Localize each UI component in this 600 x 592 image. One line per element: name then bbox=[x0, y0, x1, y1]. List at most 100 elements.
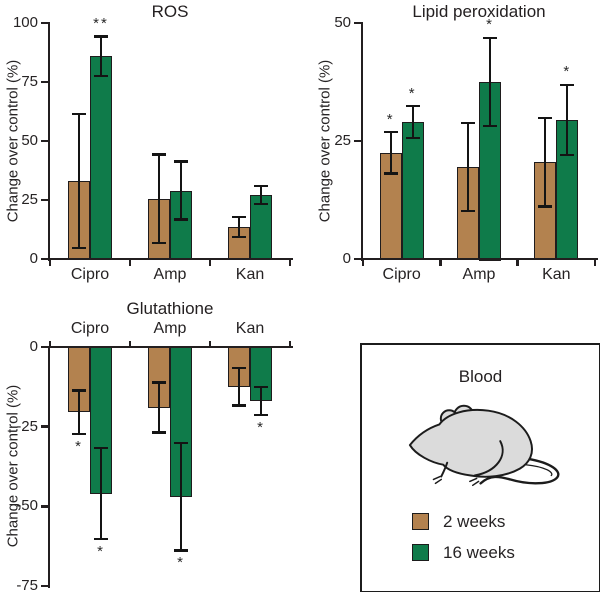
y-tick bbox=[41, 198, 48, 202]
y-axis-line bbox=[47, 346, 50, 588]
error-bar bbox=[566, 84, 569, 156]
error-cap bbox=[538, 205, 553, 208]
y-tick bbox=[354, 139, 361, 143]
error-cap bbox=[174, 549, 188, 552]
error-bar bbox=[544, 117, 547, 208]
x-axis-line bbox=[360, 257, 598, 261]
x-tick bbox=[128, 340, 132, 346]
category-label: Amp bbox=[153, 266, 187, 283]
y-tick-label: -75 bbox=[16, 577, 38, 592]
legend-label-2-weeks: 2 weeks bbox=[443, 512, 506, 531]
y-tick-label: 50 bbox=[334, 14, 351, 31]
error-bar bbox=[260, 386, 262, 416]
error-cap bbox=[94, 74, 108, 77]
category-label: Kan bbox=[542, 266, 571, 283]
error-bar bbox=[238, 367, 240, 406]
error-cap bbox=[383, 130, 398, 134]
legend-panel: Blood 2 weeks 16 weeks bbox=[360, 343, 600, 592]
y-tick bbox=[41, 80, 48, 84]
x-axis-line bbox=[47, 257, 293, 261]
y-tick-label: 25 bbox=[21, 191, 38, 208]
chart-title-lipid-peroxidation: Lipid peroxidation bbox=[412, 2, 546, 21]
error-cap bbox=[94, 446, 108, 449]
error-cap bbox=[152, 242, 166, 245]
error-cap bbox=[254, 386, 268, 389]
bar-16-weeks bbox=[401, 122, 424, 261]
y-tick-label: 100 bbox=[12, 14, 38, 31]
plot-area-ros: 100 75 50 25 0 Cipro ** Amp Kan bbox=[0, 0, 300, 292]
error-bar bbox=[100, 447, 102, 540]
legend-item-2-weeks: 2 weeks bbox=[412, 513, 515, 530]
error-bar bbox=[158, 382, 160, 434]
chart-title-glutathione: Glutathione bbox=[126, 299, 214, 318]
error-bar bbox=[180, 161, 182, 221]
error-cap bbox=[232, 236, 246, 239]
y-tick-label: 25 bbox=[334, 132, 351, 149]
error-cap bbox=[254, 413, 268, 417]
y-tick bbox=[41, 257, 48, 261]
chart-ros: ROS Change over control (%) 100 75 50 25 0 Ci… bbox=[0, 0, 300, 292]
y-tick bbox=[354, 21, 361, 25]
error-cap bbox=[94, 538, 108, 541]
error-bar bbox=[158, 153, 160, 244]
category-label: Kan bbox=[235, 320, 265, 337]
error-cap bbox=[405, 137, 420, 140]
legend-title: Blood bbox=[458, 367, 503, 386]
x-tick bbox=[208, 340, 212, 346]
error-cap bbox=[232, 367, 246, 370]
y-axis-line bbox=[47, 22, 50, 261]
error-cap bbox=[152, 153, 166, 156]
x-tick bbox=[593, 260, 597, 266]
x-tick bbox=[48, 340, 52, 346]
x-tick bbox=[288, 340, 292, 346]
error-cap bbox=[232, 404, 246, 407]
significance-marker: * bbox=[408, 84, 417, 102]
error-cap bbox=[152, 431, 166, 434]
error-cap bbox=[174, 218, 188, 221]
error-cap bbox=[72, 113, 86, 116]
bar-16-weeks bbox=[90, 56, 112, 261]
error-bar bbox=[411, 105, 414, 139]
legend-label-16-weeks: 16 weeks bbox=[443, 543, 515, 562]
error-cap bbox=[483, 125, 497, 128]
error-cap bbox=[72, 433, 86, 436]
x-axis-line bbox=[47, 345, 293, 349]
significance-marker: * bbox=[75, 437, 83, 455]
x-tick bbox=[361, 260, 365, 266]
y-tick-label: 50 bbox=[21, 132, 38, 149]
error-bar bbox=[489, 37, 491, 127]
y-tick bbox=[41, 139, 48, 143]
error-cap bbox=[72, 389, 86, 392]
y-tick bbox=[41, 584, 48, 588]
error-cap bbox=[560, 83, 575, 86]
category-label: Cipro bbox=[70, 320, 110, 337]
error-cap bbox=[461, 121, 475, 124]
error-cap bbox=[174, 160, 188, 163]
plot-area-lipid-peroxidation: 50 25 0 Cipro * * Amp * Kan * bbox=[300, 0, 600, 292]
error-cap bbox=[94, 35, 108, 38]
error-bar bbox=[180, 442, 182, 551]
error-bar bbox=[78, 390, 80, 435]
y-tick-label: 75 bbox=[21, 73, 38, 90]
error-bar bbox=[389, 131, 392, 175]
error-cap bbox=[72, 246, 86, 249]
category-label: Cipro bbox=[382, 266, 421, 283]
y-tick bbox=[41, 425, 48, 428]
error-cap bbox=[174, 442, 188, 445]
y-tick bbox=[41, 21, 48, 25]
error-bar bbox=[467, 122, 469, 212]
y-tick-label: -25 bbox=[16, 417, 38, 435]
y-tick-label: 0 bbox=[29, 250, 38, 267]
error-bar bbox=[260, 185, 262, 205]
y-tick-label: 0 bbox=[342, 250, 351, 267]
significance-marker: ** bbox=[93, 14, 109, 32]
legend-swatch-16-weeks bbox=[412, 544, 429, 561]
error-cap bbox=[483, 36, 497, 39]
significance-marker: * bbox=[177, 553, 185, 571]
significance-marker: * bbox=[563, 63, 572, 81]
category-label: Amp bbox=[153, 320, 187, 337]
x-tick bbox=[288, 260, 292, 266]
error-cap bbox=[383, 172, 398, 175]
significance-marker: * bbox=[386, 110, 395, 128]
